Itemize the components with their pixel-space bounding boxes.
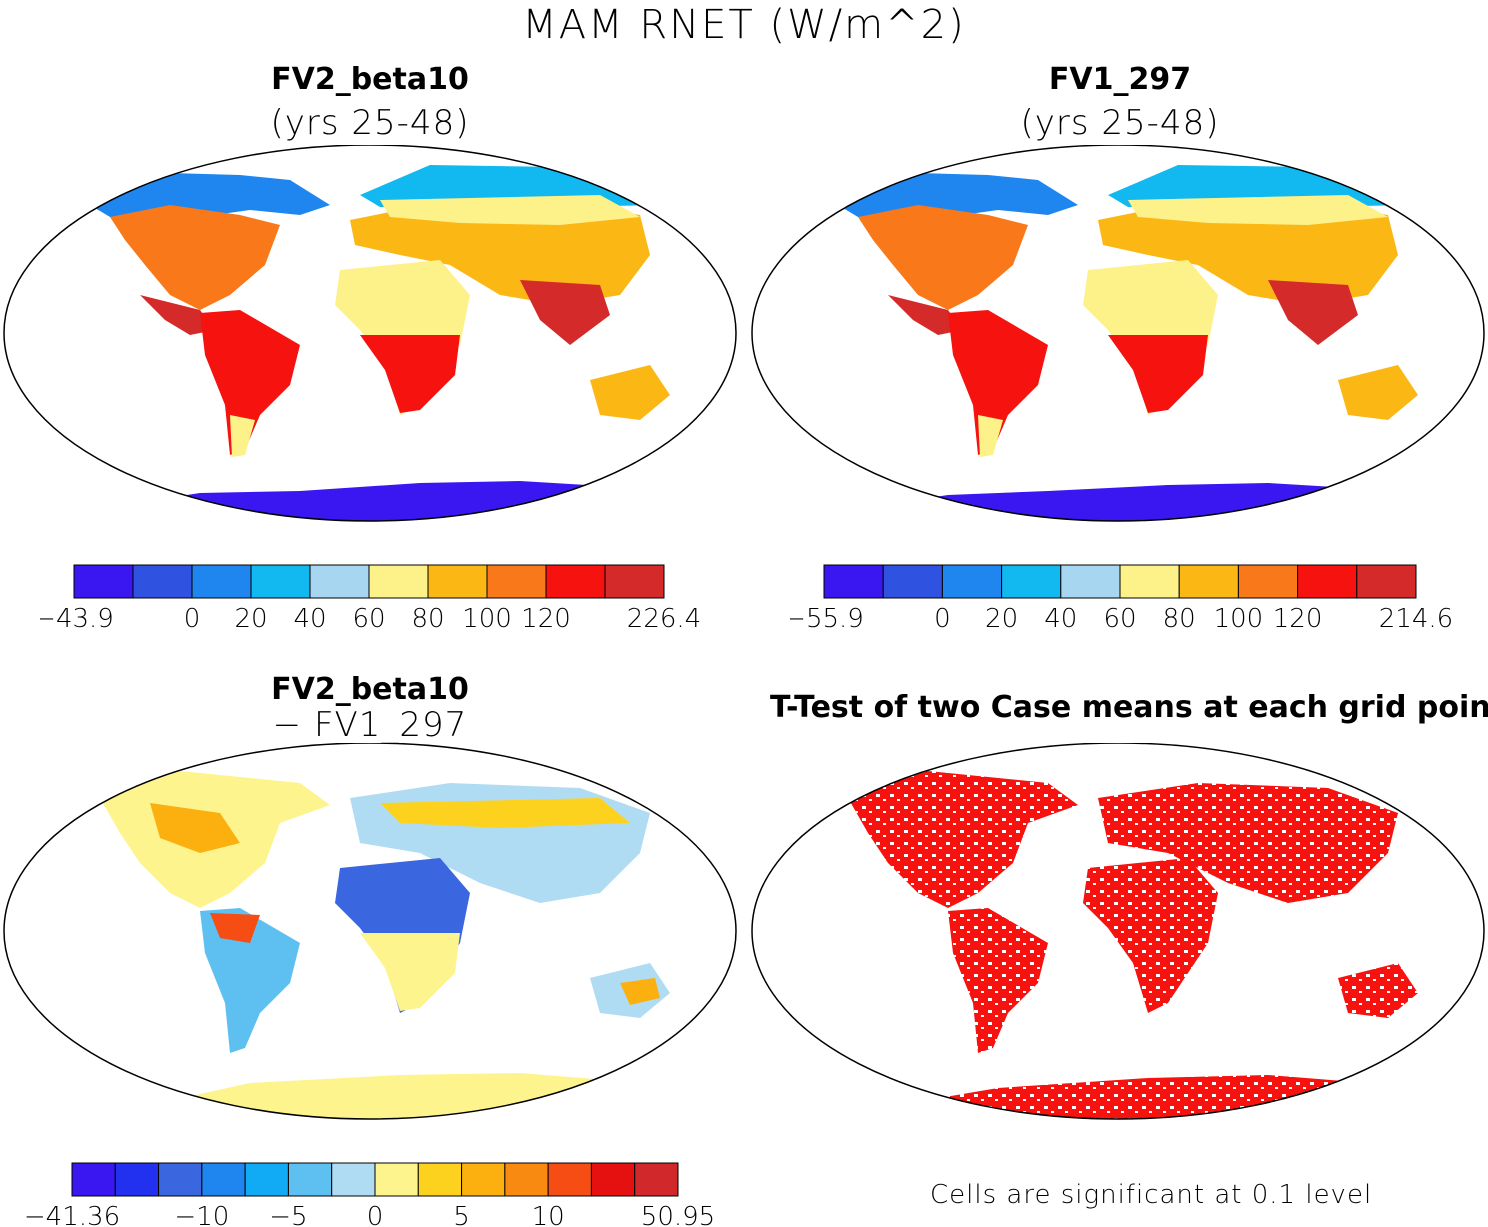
colorbar-swatch (71, 1162, 116, 1197)
colorbar-swatch (244, 1162, 289, 1197)
colorbar-tick-label: 20 (985, 604, 1018, 634)
colorbar-swatch (374, 1162, 419, 1197)
colorbar-tick-label: 0 (934, 604, 951, 634)
colorbar-tick-label: 100 (1214, 604, 1264, 634)
colorbar-tick-label: 100 (462, 604, 512, 634)
colorbar-tick-label: 214.6 (1379, 604, 1453, 634)
colorbar-swatch (461, 1162, 506, 1197)
colorbar-swatch (504, 1162, 549, 1197)
map-panel-3 (3, 743, 737, 1120)
panel-4-title: T-Test of two Case means at each grid po… (770, 690, 1488, 725)
colorbar-swatch (604, 564, 665, 599)
colorbar-tick-label: 80 (1163, 604, 1196, 634)
colorbar-tick-label: −5 (269, 1202, 307, 1227)
figure-title: MAM RNET (W/m^2) (522, 2, 966, 48)
panel-3-subtitle: − FV1_297 (272, 705, 468, 745)
significance-note: Cells are significant at 0.1 level (930, 1180, 1373, 1210)
colorbar-swatch (941, 564, 1003, 599)
colorbar-tick-label: 120 (521, 604, 571, 634)
colorbar-tick-label: −41.36 (24, 1202, 120, 1227)
colorbar-tick-label: 40 (293, 604, 326, 634)
panel-3-title: FV2_beta10 (271, 672, 469, 707)
panel-1-subtitle: (yrs 25-48) (270, 103, 470, 143)
panel-2-subtitle: (yrs 25-48) (1020, 103, 1220, 143)
colorbar-swatch (287, 1162, 333, 1197)
colorbar-swatch (201, 1162, 246, 1197)
colorbar-swatch (1237, 564, 1299, 599)
colorbar-swatch (331, 1162, 376, 1197)
colorbar-swatch (882, 564, 943, 599)
colorbar-swatch (73, 564, 134, 599)
colorbar-swatch (1060, 564, 1121, 599)
map-panel-2 (751, 145, 1485, 522)
colorbar-tick-label: −43.9 (40, 604, 114, 634)
colorbar-swatch (547, 1162, 592, 1197)
colorbar-tick-label: −55.9 (790, 604, 864, 634)
panel-2-title: FV1_297 (1048, 62, 1192, 97)
colorbar-swatch (417, 1162, 463, 1197)
colorbar-tick-label: −10 (174, 1202, 229, 1227)
colorbar-swatch (191, 564, 252, 599)
colorbar-swatch (1297, 564, 1358, 599)
colorbar-swatch (368, 564, 429, 599)
colorbar-panel-1: −43.9 0 20 40 60 80 100 120 226.4 (40, 564, 701, 634)
colorbar-swatch (158, 1162, 203, 1197)
colorbar-swatch (545, 564, 606, 599)
map-panel-4 (751, 743, 1485, 1120)
colorbar-swatch (590, 1162, 636, 1197)
panel-1-title: FV2_beta10 (271, 62, 469, 97)
colorbar-swatch (823, 564, 884, 599)
colorbar-tick-label: 40 (1044, 604, 1077, 634)
colorbar-swatch (427, 564, 488, 599)
colorbar-panel-3: −41.36 −10 −5 0 5 10 50.95 (24, 1162, 715, 1227)
colorbar-tick-label: 0 (367, 1202, 384, 1227)
colorbar-tick-label: 226.4 (627, 604, 701, 634)
colorbar-swatch (250, 564, 311, 599)
colorbar-tick-label: 0 (184, 604, 201, 634)
colorbar-swatch (1178, 564, 1239, 599)
colorbar-swatch (309, 564, 370, 599)
colorbar-swatch (1001, 564, 1062, 599)
colorbar-panel-2: −55.9 0 20 40 60 80 100 120 214.6 (790, 564, 1453, 634)
colorbar-tick-label: 60 (352, 604, 385, 634)
colorbar-tick-label: 60 (1103, 604, 1136, 634)
colorbar-tick-label: 80 (411, 604, 444, 634)
colorbar-swatch (132, 564, 193, 599)
colorbar-tick-label: 50.95 (641, 1202, 715, 1227)
colorbar-swatch (486, 564, 547, 599)
colorbar-tick-label: 10 (532, 1202, 565, 1227)
colorbar-tick-label: 5 (453, 1202, 470, 1227)
colorbar-tick-label: 120 (1273, 604, 1323, 634)
map-panel-1 (3, 145, 737, 522)
colorbar-swatch (634, 1162, 679, 1197)
colorbar-tick-label: 20 (234, 604, 267, 634)
colorbar-swatch (1119, 564, 1180, 599)
colorbar-swatch (1356, 564, 1417, 599)
colorbar-swatch (114, 1162, 160, 1197)
